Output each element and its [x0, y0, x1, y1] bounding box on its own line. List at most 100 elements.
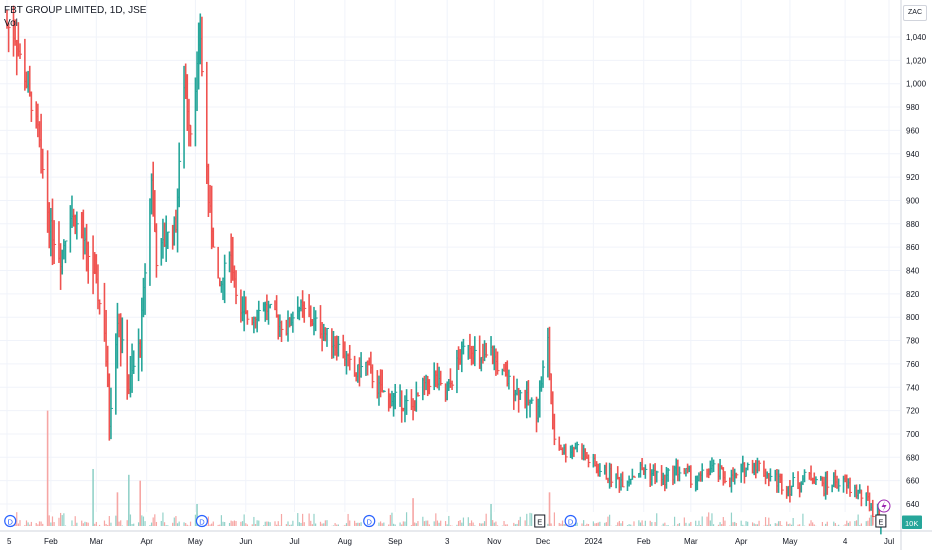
volume-bar — [220, 515, 223, 526]
x-tick-label: Mar — [89, 537, 103, 546]
volume-bar — [120, 520, 122, 526]
volume-bar — [30, 521, 32, 526]
volume-bar — [235, 521, 237, 526]
volume-bar — [428, 524, 430, 526]
y-tick-label: 640 — [906, 500, 920, 509]
volume-spike — [548, 492, 551, 526]
volume-bar — [690, 521, 692, 526]
volume-bar — [107, 525, 109, 526]
volume-bar — [240, 521, 242, 526]
volume-bar — [50, 522, 52, 526]
y-tick-label: 900 — [906, 196, 920, 205]
volume-bar — [526, 513, 528, 526]
volume-bar — [298, 522, 300, 526]
volume-bar — [355, 522, 357, 526]
y-tick-label: 1,040 — [906, 33, 927, 42]
y-tick-label: 980 — [906, 103, 920, 112]
volume-bar — [834, 523, 836, 526]
y-tick-label: 860 — [906, 243, 920, 252]
event-marker-label: D — [367, 518, 373, 527]
volume-spike — [116, 492, 119, 526]
volume-bar — [695, 520, 697, 526]
volume-bar — [425, 520, 427, 526]
volume-bar — [266, 521, 268, 526]
volume-bar — [142, 516, 145, 526]
volume-bar — [615, 525, 617, 526]
x-tick-label: Nov — [487, 537, 501, 546]
volume-value-badge: 10K — [902, 517, 922, 529]
volume-bar — [186, 524, 188, 526]
volume-bar — [17, 523, 19, 526]
volume-bar — [51, 516, 54, 526]
volume-bar — [622, 521, 624, 526]
volume-bar — [844, 524, 846, 526]
volume-bar — [84, 521, 86, 526]
x-tick-label: 2024 — [584, 537, 602, 546]
volume-bar — [297, 513, 299, 526]
volume-bar — [19, 520, 21, 526]
lightning-icon-glyph — [881, 501, 887, 511]
volume-bar — [435, 513, 437, 526]
volume-bar — [344, 524, 346, 526]
y-tick-label: 740 — [906, 383, 920, 392]
volume-bar — [626, 525, 629, 526]
volume-bar — [753, 523, 755, 526]
volume-bar — [459, 520, 461, 526]
dividend-marker[interactable]: D — [4, 514, 17, 528]
lightning-icon[interactable] — [877, 499, 891, 513]
volume-bar — [163, 522, 166, 526]
volume-bar — [673, 516, 676, 526]
volume-bar — [688, 523, 690, 526]
volume-bar — [492, 520, 494, 526]
earnings-marker[interactable]: E — [534, 514, 546, 528]
volume-bar — [440, 520, 442, 526]
volume-bar — [162, 512, 164, 526]
volume-bar — [493, 522, 495, 526]
volume-spike — [139, 480, 141, 526]
volume-bar — [274, 521, 276, 526]
y-tick-label: 1,020 — [906, 56, 927, 65]
volume-bar — [38, 521, 41, 526]
x-tick-label: Apr — [140, 537, 153, 546]
dividend-marker[interactable]: D — [195, 514, 209, 528]
volume-bar — [596, 523, 598, 526]
x-tick-label: Dec — [536, 537, 550, 546]
volume-bar — [605, 522, 607, 526]
volume-bar — [87, 522, 89, 526]
earnings-marker[interactable]: E — [875, 514, 887, 528]
volume-value-badge-bg — [902, 517, 922, 529]
volume-bar — [768, 517, 770, 526]
volume-bar — [292, 520, 294, 526]
volume-spike — [46, 410, 49, 526]
volume-bar — [797, 524, 799, 526]
dividend-marker[interactable]: D — [363, 514, 376, 528]
volume-bar — [812, 522, 814, 526]
volume-bar — [449, 525, 452, 526]
symbol-title: FBT GROUP LIMITED, 1D, JSE — [4, 5, 147, 16]
volume-bar — [764, 517, 767, 526]
volume-spike — [92, 468, 94, 526]
volume-bar — [547, 523, 549, 526]
volume-bar — [586, 523, 588, 526]
volume-bar — [483, 521, 486, 526]
volume-bar — [854, 521, 856, 526]
volume-bar — [855, 520, 858, 526]
volume-bar — [178, 521, 180, 526]
dividend-marker[interactable]: D — [564, 514, 577, 528]
volume-bar — [711, 513, 713, 526]
volume-bar — [758, 520, 760, 526]
volume-bar — [587, 524, 590, 526]
volume-bar — [82, 523, 84, 526]
volume-bar — [479, 523, 481, 526]
volume-bar — [446, 524, 448, 526]
volume-bar — [183, 522, 185, 526]
volume-bar — [121, 525, 123, 526]
volume-bar — [802, 513, 804, 526]
currency-badge[interactable]: ZAC — [903, 5, 927, 21]
volume-bar — [222, 521, 224, 526]
volume-bar — [321, 523, 323, 526]
volume-bar — [740, 520, 742, 526]
event-marker-label: D — [568, 518, 574, 527]
